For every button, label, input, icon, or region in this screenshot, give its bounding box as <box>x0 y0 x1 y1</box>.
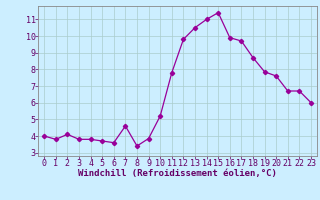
X-axis label: Windchill (Refroidissement éolien,°C): Windchill (Refroidissement éolien,°C) <box>78 169 277 178</box>
